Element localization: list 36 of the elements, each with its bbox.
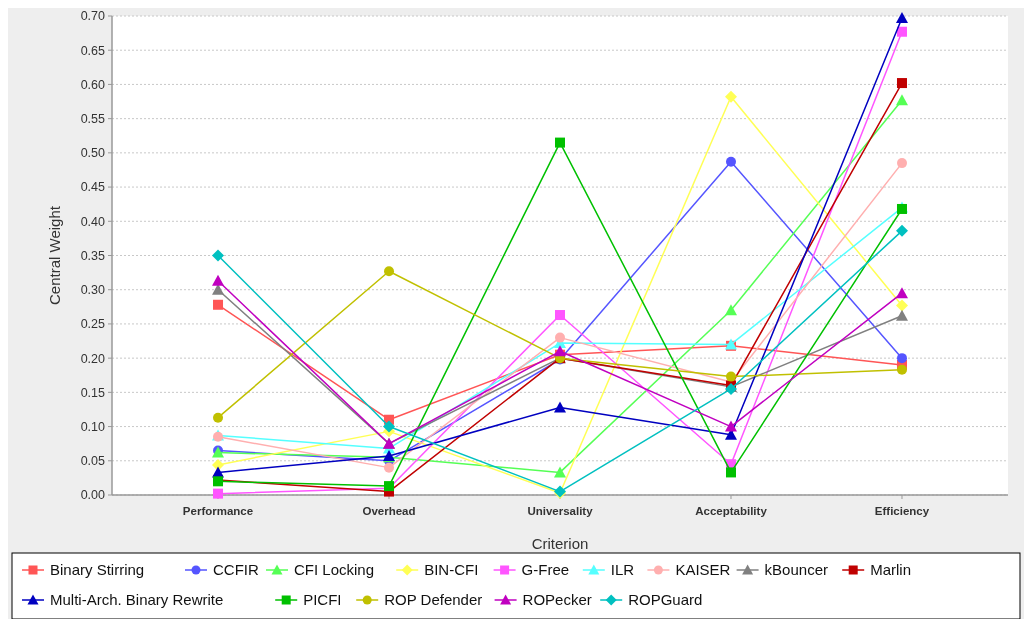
legend-label: PICFI: [303, 591, 342, 609]
y-tick-label: 0.20: [80, 351, 106, 366]
y-tick-label: 0.55: [80, 112, 106, 127]
legend-label: BIN-CFI: [424, 561, 479, 579]
legend-label: Multi-Arch. Binary Rewrite: [50, 591, 224, 609]
legend-label: KAISER: [675, 561, 731, 579]
y-tick-label: 0.45: [80, 180, 106, 195]
y-tick-label: 0.10: [80, 419, 106, 434]
legend-label: kBouncer: [764, 561, 828, 579]
legend-label: CCFIR: [213, 561, 259, 579]
x-axis-title: Criterion: [531, 535, 589, 552]
y-tick-label: 0.00: [80, 488, 106, 503]
x-tick-label: Performance: [182, 505, 254, 517]
legend-label: ROPecker: [522, 591, 592, 609]
legend-label: CFI Locking: [294, 561, 375, 579]
y-tick-label: 0.40: [80, 214, 106, 229]
legend-label: Marlin: [870, 561, 912, 579]
y-tick-label: 0.60: [80, 77, 106, 92]
legend-label: Binary Stirring: [50, 561, 145, 579]
y-axis-title: Central Weight: [46, 205, 63, 305]
y-tick-label: 0.70: [80, 9, 106, 24]
x-tick-label: Universality: [527, 505, 594, 517]
x-tick-label: Overhead: [362, 505, 416, 517]
legend-label: ROP Defender: [384, 591, 483, 609]
y-tick-label: 0.15: [80, 385, 106, 400]
legend-label: ROPGuard: [628, 591, 703, 609]
y-tick-label: 0.50: [80, 146, 106, 161]
legend-label: G-Free: [521, 561, 570, 579]
legend-label: ILR: [610, 561, 635, 579]
x-tick-label: Acceptability: [695, 505, 768, 517]
y-tick-label: 0.30: [80, 283, 106, 298]
y-tick-label: 0.25: [80, 317, 106, 332]
y-tick-label: 0.35: [80, 248, 106, 263]
y-tick-label: 0.65: [80, 43, 106, 58]
y-tick-label: 0.05: [80, 454, 106, 469]
x-tick-label: Efficiency: [874, 505, 930, 517]
